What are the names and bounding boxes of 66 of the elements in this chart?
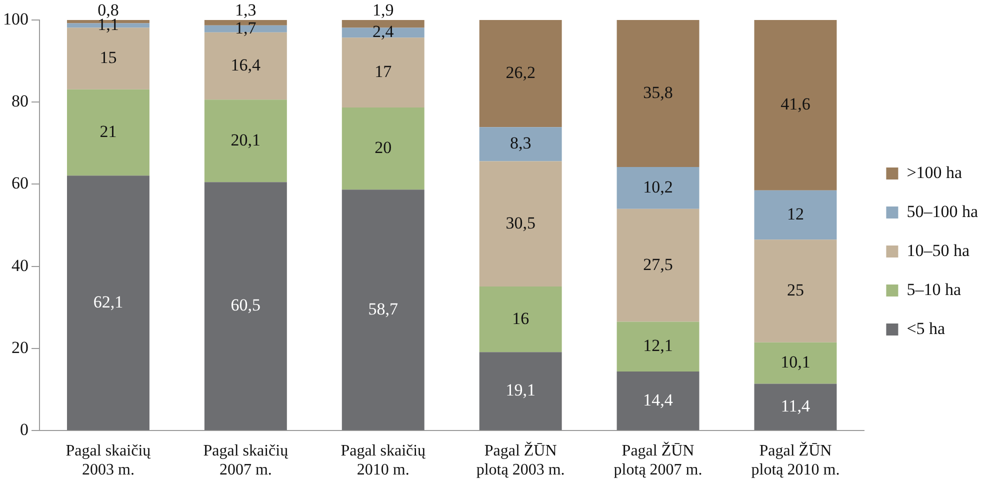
legend-label: 50–100 ha bbox=[906, 202, 978, 221]
y-tick-label: 60 bbox=[12, 174, 28, 193]
bar bbox=[342, 107, 424, 190]
data-label: 30,5 bbox=[506, 213, 536, 232]
x-tick-label: Pagal skaičių 2007 m. bbox=[203, 442, 290, 479]
data-label: 16,4 bbox=[230, 55, 262, 74]
x-tick-label: Pagal skaičių 2003 m. bbox=[66, 442, 152, 479]
bar bbox=[754, 190, 837, 240]
data-label: 21 bbox=[100, 122, 117, 141]
data-label: 25 bbox=[786, 280, 804, 300]
data-label: 14,4 bbox=[643, 390, 674, 410]
data-label: 26,2 bbox=[506, 62, 536, 82]
bar bbox=[754, 240, 837, 342]
bar bbox=[204, 182, 287, 430]
bar bbox=[616, 20, 700, 167]
bar bbox=[66, 89, 150, 176]
bar bbox=[479, 127, 562, 162]
data-label: 35,8 bbox=[643, 82, 673, 102]
bar bbox=[479, 161, 562, 286]
data-label: 11,4 bbox=[780, 396, 811, 416]
data-label: 2,4 bbox=[372, 22, 394, 42]
data-label: 20 bbox=[374, 138, 392, 157]
data-label: 60,5 bbox=[230, 296, 261, 315]
bar bbox=[479, 20, 562, 128]
bar bbox=[342, 190, 424, 430]
bar bbox=[754, 342, 837, 384]
bar bbox=[616, 208, 700, 322]
bar bbox=[754, 20, 837, 190]
data-label: 19,1 bbox=[506, 380, 536, 400]
y-tick-label: 0 bbox=[20, 420, 28, 440]
data-label: 12 bbox=[786, 204, 804, 224]
data-label: 27,5 bbox=[643, 254, 673, 274]
data-label: 8,3 bbox=[510, 134, 532, 153]
x-tick-label: Pagal skaičių 2010 m. bbox=[340, 442, 427, 479]
data-label: 16 bbox=[512, 308, 530, 328]
bar bbox=[204, 100, 287, 182]
data-label: 1,3 bbox=[235, 0, 256, 20]
legend-label: 5–10 ha bbox=[906, 280, 962, 299]
legend-label: 10–50 ha bbox=[906, 240, 970, 260]
data-label: 17 bbox=[374, 62, 392, 82]
bar bbox=[754, 384, 837, 430]
bar bbox=[479, 286, 562, 352]
data-label: 12,1 bbox=[643, 336, 673, 356]
y-tick-label: 20 bbox=[12, 338, 28, 357]
y-tick-label: 40 bbox=[12, 256, 28, 275]
bar bbox=[616, 371, 700, 430]
bar bbox=[616, 166, 700, 209]
x-tick-label: Pagal ŽŪN plotą 2010 m. bbox=[751, 441, 840, 479]
data-label: 41,6 bbox=[780, 94, 810, 114]
data-label: 20,1 bbox=[230, 130, 261, 150]
bar bbox=[616, 322, 700, 372]
x-tick-label: Pagal ŽŪN plotą 2003 m. bbox=[476, 441, 565, 479]
x-tick-label: Pagal ŽŪN plotą 2007 m. bbox=[614, 441, 702, 479]
data-label: 10,2 bbox=[643, 177, 673, 196]
y-tick-label: 80 bbox=[12, 92, 28, 111]
bar bbox=[66, 176, 150, 430]
legend-label: >100 ha bbox=[906, 162, 963, 182]
legend-label: <5 ha bbox=[906, 318, 946, 338]
y-tick-label: 100 bbox=[3, 9, 28, 28]
data-label: 15 bbox=[100, 48, 117, 68]
data-label: 1,9 bbox=[372, 0, 394, 20]
data-label: 58,7 bbox=[368, 299, 398, 318]
data-label: 62,1 bbox=[93, 292, 124, 312]
bar bbox=[342, 38, 424, 108]
bar bbox=[479, 352, 562, 430]
data-label: 10,1 bbox=[780, 352, 810, 372]
